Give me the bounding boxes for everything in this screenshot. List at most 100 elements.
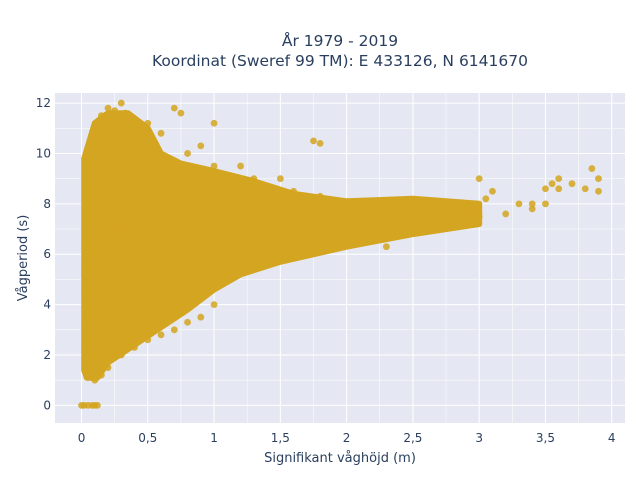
scatter-point — [581, 185, 589, 193]
scatter-point — [595, 175, 602, 183]
scatter-point — [170, 276, 178, 283]
scatter-point — [489, 187, 496, 195]
scatter-point — [409, 205, 417, 213]
x-tick-label: 0,5 — [138, 431, 157, 445]
scatter-point — [91, 376, 99, 384]
scatter-point — [528, 200, 536, 208]
scatter-point — [170, 326, 178, 334]
scatter-point — [237, 162, 244, 170]
scatter-point — [84, 338, 92, 346]
scatter-point — [263, 213, 271, 220]
scatter-point — [87, 263, 95, 271]
scatter-point — [316, 139, 324, 147]
scatter-point — [86, 288, 93, 296]
scatter-point — [170, 104, 178, 112]
chart-title-line2: Koordinat (Sweref 99 TM): E 433126, N 61… — [152, 52, 528, 70]
x-tick-label: 2 — [343, 431, 351, 445]
scatter-point — [144, 336, 152, 344]
scatter-point — [157, 331, 165, 339]
scatter-point — [88, 213, 96, 220]
scatter-point — [131, 250, 138, 258]
scatter-point — [117, 225, 125, 233]
scatter-point — [210, 162, 218, 170]
scatter-point — [396, 225, 404, 233]
scatter-point — [104, 104, 112, 112]
scatter-point — [502, 210, 510, 218]
x-axis-label: Signifikant våghöjd (m) — [264, 451, 416, 466]
y-tick-label: 4 — [43, 298, 51, 312]
scatter-point — [276, 238, 284, 246]
scatter-point — [422, 220, 430, 228]
scatter-point — [303, 238, 311, 246]
scatter-point — [94, 401, 101, 409]
scatter-point — [157, 238, 165, 246]
chart-title-line1: År 1979 - 2019 — [282, 31, 398, 50]
scatter-point — [90, 162, 97, 170]
scatter-point — [343, 225, 351, 233]
scatter-point — [310, 137, 317, 145]
scatter-point — [568, 180, 576, 188]
x-tick-label: 3,5 — [536, 431, 555, 445]
scatter-point — [117, 99, 125, 107]
scatter-point — [382, 243, 390, 251]
point-density-region — [81, 110, 483, 381]
scatter-point — [595, 187, 602, 195]
scatter-point — [97, 371, 105, 379]
scatter-point — [223, 263, 231, 271]
scatter-point — [449, 213, 457, 220]
y-tick-label: 6 — [43, 247, 51, 261]
y-tick-label: 8 — [43, 197, 51, 211]
x-axis-ticks: 0 0,5 1 1,5 2 2,5 3 3,5 4 — [78, 431, 616, 445]
y-tick-label: 10 — [36, 146, 51, 160]
scatter-point — [144, 119, 152, 127]
scatter-point — [177, 109, 185, 117]
y-axis-ticks: 0 2 4 6 8 10 12 — [36, 96, 51, 412]
scatter-point — [131, 344, 138, 351]
scatter-point — [555, 175, 563, 183]
y-tick-label: 2 — [43, 348, 51, 362]
scatter-point — [462, 200, 470, 208]
scatter-point — [316, 225, 324, 233]
scatter-point — [82, 366, 89, 374]
scatter-point — [210, 119, 218, 127]
x-tick-label: 1 — [210, 431, 218, 445]
scatter-points — [78, 99, 602, 409]
scatter-point — [210, 301, 218, 309]
scatter-point — [184, 225, 191, 233]
y-tick-label: 12 — [36, 96, 51, 110]
scatter-point — [184, 318, 191, 326]
scatter-point — [555, 185, 563, 193]
scatter-point — [475, 175, 483, 183]
x-tick-label: 1,5 — [271, 431, 290, 445]
scatter-point — [117, 276, 125, 283]
scatter-point — [237, 200, 244, 208]
scatter-point — [197, 142, 205, 150]
x-tick-label: 0 — [78, 431, 86, 445]
scatter-point — [290, 187, 298, 195]
scatter-point — [144, 263, 152, 271]
scatter-point — [548, 180, 556, 188]
y-axis-label: Vågperiod (s) — [16, 215, 31, 302]
scatter-point — [121, 109, 129, 117]
scatter-point — [184, 150, 191, 157]
scatter-point — [87, 238, 95, 246]
scatter-point — [157, 129, 165, 137]
scatter-point — [88, 187, 96, 195]
scatter-point — [356, 238, 364, 246]
scatter-point — [197, 313, 205, 321]
scatter-point — [475, 213, 483, 220]
scatter-point — [369, 213, 377, 220]
dense-point-cloud — [81, 110, 483, 381]
x-tick-label: 3 — [475, 431, 483, 445]
scatter-point — [436, 202, 443, 210]
scatter-point — [250, 250, 258, 258]
x-tick-label: 4 — [608, 431, 616, 445]
scatter-point — [276, 175, 284, 183]
scatter-point — [144, 213, 152, 220]
scatter-point — [290, 200, 298, 208]
scatter-point — [104, 364, 112, 371]
scatter-point — [111, 107, 119, 115]
scatter-point — [588, 165, 596, 172]
scatter-point — [84, 313, 92, 321]
